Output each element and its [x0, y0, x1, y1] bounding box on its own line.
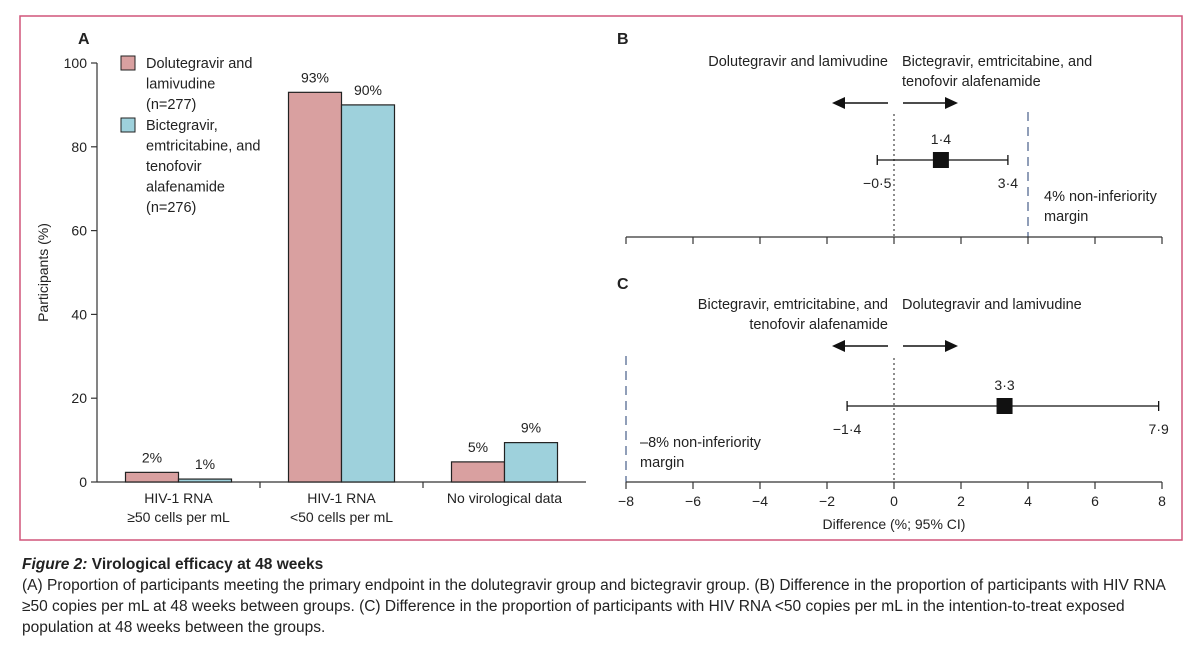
bar: [450, 461, 506, 483]
margin-label: –8% non-inferiority margin: [640, 435, 762, 471]
panel-b: B Dolutegravir and lamivudine Bictegravir,…: [617, 31, 1163, 244]
y-tick-label: 40: [71, 306, 87, 322]
arrow-left-head: [832, 97, 845, 109]
bar-value-label: 5%: [468, 439, 488, 455]
legend-swatch: [120, 55, 136, 71]
y-tick-label: 20: [71, 390, 87, 406]
bar: [177, 478, 233, 483]
y-axis-label: Participants (%): [35, 223, 51, 322]
legend-label: Dolutegravir and lamivudine (n=277): [146, 56, 252, 113]
caption-heading: Figure 2: Virological efficacy at 48 wee…: [22, 554, 1182, 575]
y-tick-label: 60: [71, 223, 87, 239]
x-tick-label: 0: [890, 493, 898, 509]
direction-label-left: Bictegravir, emtricitabine, and tenofovir…: [698, 297, 888, 333]
panel-letter: C: [617, 276, 629, 293]
direction-label-right: Dolutegravir and lamivudine: [902, 297, 1082, 313]
x-tick-label: 2: [957, 493, 965, 509]
caption-text: (A) Proportion of participants meeting t…: [22, 577, 1165, 636]
y-tick-label: 100: [64, 55, 88, 71]
bar-value-label: 2%: [142, 449, 162, 465]
figure-caption: Figure 2: Virological efficacy at 48 wee…: [22, 554, 1182, 638]
bar-value-label: 90%: [354, 82, 382, 98]
arrow-left-head: [832, 340, 845, 352]
bar: [340, 104, 396, 483]
x-category-label: No virological data: [447, 490, 562, 506]
bar: [503, 442, 559, 483]
arrow-right-head: [945, 340, 958, 352]
bar: [287, 91, 343, 483]
panel-a: A 0 20 40 60 80 100 Participants (%) 2% 1% HIV-1 R…: [35, 31, 586, 525]
direction-label-right: Bictegravir, emtricitabine, and tenofovir…: [902, 54, 1092, 90]
ci-high-label: 7·9: [1149, 421, 1169, 437]
bar-value-label: 9%: [521, 420, 541, 436]
x-tick-label: −6: [685, 493, 701, 509]
estimate-label: 3·3: [994, 377, 1014, 393]
caption-title: Virological efficacy at 48 weeks: [87, 556, 324, 573]
ci-low-label: −1·4: [833, 421, 862, 437]
x-tick-label: 6: [1091, 493, 1099, 509]
panel-letter: B: [617, 31, 629, 48]
ci-low-label: −0·5: [863, 175, 892, 191]
bar: [124, 471, 180, 483]
margin-label: 4% non-inferiority margin: [1044, 189, 1158, 225]
panel-c: C Bictegravir, emtricitabine, and tenofovi…: [617, 276, 1169, 532]
estimate-label: 1·4: [931, 131, 951, 147]
caption-figure-label: Figure 2:: [22, 556, 88, 573]
x-category-label: HIV-1 RNA <50 cells per mL: [290, 490, 393, 525]
y-tick-label: 0: [79, 474, 87, 490]
legend-swatch: [120, 117, 136, 133]
point-estimate: [932, 152, 949, 168]
ci-high-label: 3·4: [998, 175, 1018, 191]
panel-a-letter: A: [78, 31, 90, 48]
x-axis-label: Difference (%; 95% CI): [823, 516, 966, 532]
legend-label: Bictegravir, emtricitabine, and tenofovir a…: [146, 118, 260, 216]
x-tick-label: 4: [1024, 493, 1032, 509]
figure-frame: [19, 15, 1183, 541]
bar-value-label: 93%: [301, 69, 329, 85]
x-tick-label: −2: [819, 493, 835, 509]
x-tick-label: 8: [1158, 493, 1166, 509]
y-tick-label: 80: [71, 139, 87, 155]
x-category-label: HIV-1 RNA ≥50 cells per mL: [127, 490, 230, 525]
arrow-right-head: [945, 97, 958, 109]
direction-label-left: Dolutegravir and lamivudine: [708, 54, 888, 70]
x-tick-label: −8: [618, 493, 634, 509]
point-estimate: [996, 398, 1013, 414]
bar-value-label: 1%: [195, 456, 215, 472]
x-tick-label: −4: [752, 493, 768, 509]
